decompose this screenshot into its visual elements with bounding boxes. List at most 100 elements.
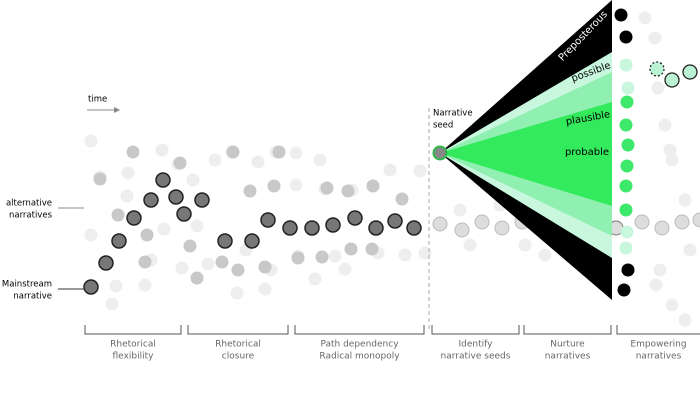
mainstream-dot xyxy=(368,220,384,236)
mainstream-future-dot xyxy=(494,220,510,236)
possible-dot xyxy=(619,241,633,255)
alt-dot xyxy=(366,179,380,193)
alt-dot xyxy=(111,208,125,222)
alt-dot xyxy=(215,255,229,269)
mainstream-future-dot xyxy=(454,222,470,238)
probable-dot xyxy=(621,138,635,152)
alt-dot xyxy=(341,184,355,198)
probable-dot xyxy=(619,203,633,217)
possible-dot xyxy=(621,81,635,95)
extreme-dot xyxy=(614,8,628,22)
faint-dot xyxy=(105,297,119,311)
mainstream-dot xyxy=(126,210,142,226)
time-label: time xyxy=(88,95,107,105)
faint-dot xyxy=(186,173,200,187)
faint-dot xyxy=(155,143,169,157)
cone-label: probable xyxy=(565,147,609,158)
alt-dot xyxy=(291,251,305,265)
cone-probable xyxy=(440,102,612,206)
faint-dot xyxy=(120,189,134,203)
phases: Rhetorical flexibility Rhetorical closure Pa… xyxy=(84,325,700,362)
seed-label: seed xyxy=(433,121,453,131)
faint-dot xyxy=(383,163,397,177)
phase-label: Empowering xyxy=(630,340,686,350)
extreme-dot xyxy=(621,263,635,277)
mainstream-future-dot xyxy=(474,214,490,230)
alt-dot xyxy=(395,192,409,206)
alt-dot xyxy=(315,250,329,264)
alt-dot xyxy=(320,181,334,195)
mainstream-dot xyxy=(98,255,114,271)
alt-label: alternative xyxy=(6,199,52,209)
mainstream-future-dot xyxy=(674,214,690,230)
faint-dot xyxy=(328,249,342,263)
faint-dot xyxy=(651,81,665,95)
phase-bracket xyxy=(431,325,520,335)
mainstream-future-dot xyxy=(654,220,670,236)
faint-dot xyxy=(338,262,352,276)
faint-dot xyxy=(683,243,697,257)
phase-label: narratives xyxy=(545,352,591,362)
empowered-dot xyxy=(649,61,665,77)
alt-dot xyxy=(140,228,154,242)
time-arrowhead xyxy=(114,107,120,113)
faint-dot xyxy=(258,282,272,296)
alt-dot xyxy=(183,239,197,253)
mainstream-dot xyxy=(325,217,341,233)
mainstream-dot xyxy=(260,212,276,228)
mainstream-dot xyxy=(217,233,233,249)
seed-label: Narrative xyxy=(433,109,473,119)
phase-bracket xyxy=(294,325,425,335)
mainstream-dot xyxy=(176,206,192,222)
probable-dot xyxy=(620,95,634,109)
mainstream-dot xyxy=(111,233,127,249)
faint-dot xyxy=(453,203,467,217)
faint-dot xyxy=(84,228,98,242)
mainstream-dot xyxy=(387,213,403,229)
alt-dot xyxy=(344,242,358,256)
main-label: narrative xyxy=(13,292,52,302)
probable-dot xyxy=(619,118,633,132)
empowered-dot xyxy=(682,64,698,80)
alt-dot xyxy=(267,179,281,193)
faint-dot xyxy=(538,248,552,262)
possible-dot xyxy=(619,58,633,72)
faint-dot xyxy=(230,286,244,300)
mainstream-dot xyxy=(83,279,99,295)
mainstream-dot xyxy=(143,192,159,208)
phase-bracket xyxy=(523,325,612,335)
faint-dot xyxy=(201,257,215,271)
faint-dot xyxy=(665,298,679,312)
mainstream-dot xyxy=(155,172,171,188)
faint-dot xyxy=(289,146,303,160)
faint-dot xyxy=(308,272,322,286)
extreme-dot xyxy=(617,283,631,297)
alt-label: narratives xyxy=(9,211,53,221)
faint-dot xyxy=(138,278,152,292)
faint-dot xyxy=(678,193,692,207)
phase-label: narratives xyxy=(636,352,682,362)
phase-label: Rhetorical xyxy=(110,340,156,350)
faint-dot xyxy=(413,164,427,178)
faint-dot xyxy=(208,153,222,167)
mainstream-future-dot xyxy=(634,214,650,230)
seed-dot xyxy=(432,145,448,161)
phase-label: closure xyxy=(222,352,255,362)
faint-dot xyxy=(649,278,663,292)
mainstream-future-dot xyxy=(432,216,448,232)
faint-dot xyxy=(678,313,692,327)
mainstream-dot xyxy=(194,192,210,208)
faint-dot xyxy=(190,219,204,233)
phase-label: Nurture xyxy=(550,340,585,350)
alt-dot xyxy=(258,260,272,274)
alt-dot xyxy=(231,263,245,277)
faint-dot xyxy=(418,246,432,260)
faint-dot xyxy=(665,153,679,167)
faint-dot xyxy=(175,261,189,275)
alt-dot xyxy=(126,145,140,159)
extreme-dot xyxy=(619,30,633,44)
faint-dot xyxy=(463,238,477,252)
phase-label: narrative seeds xyxy=(441,352,511,362)
mainstream-dot xyxy=(304,220,320,236)
